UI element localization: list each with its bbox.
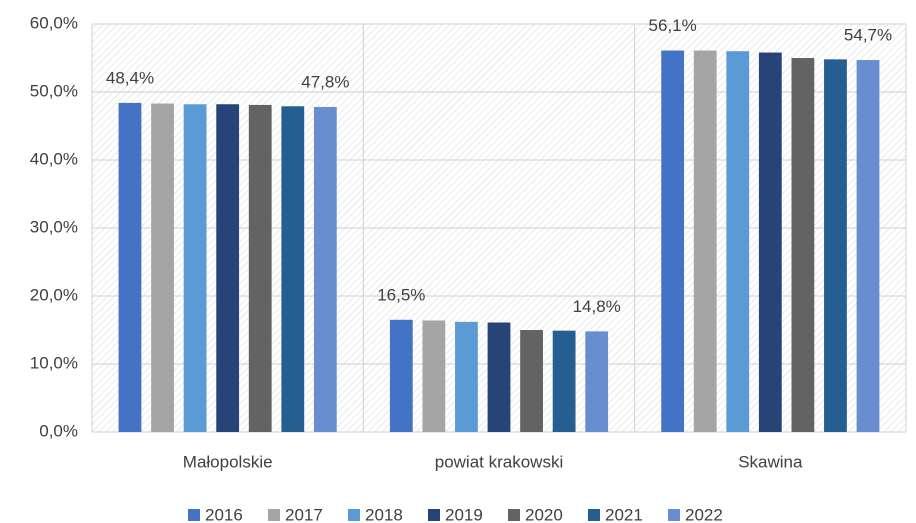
bar [661, 50, 685, 433]
legend-swatch [588, 509, 600, 521]
bar [118, 102, 142, 432]
legend-swatch [348, 509, 360, 521]
bar [758, 52, 782, 433]
x-tick-label: Małopolskie [183, 452, 273, 471]
legend-label: 2020 [525, 505, 563, 523]
legend-label: 2019 [445, 505, 483, 523]
bar [389, 319, 413, 432]
bar [552, 330, 576, 432]
y-tick-label: 50,0% [30, 81, 78, 100]
data-label: 14,8% [573, 297, 621, 316]
legend-label: 2022 [685, 505, 723, 523]
bar [183, 104, 207, 433]
data-label: 47,8% [301, 72, 349, 91]
bar [693, 50, 717, 433]
bar [248, 104, 272, 433]
bar [422, 320, 446, 432]
legend-swatch [428, 509, 440, 521]
legend-swatch [268, 509, 280, 521]
legend-label: 2021 [605, 505, 643, 523]
x-tick-label: powiat krakowski [435, 452, 564, 471]
y-tick-label: 0,0% [39, 421, 78, 440]
bar [824, 59, 847, 433]
bar [520, 330, 543, 432]
y-tick-label: 60,0% [30, 13, 78, 32]
bar [281, 106, 305, 432]
legend-label: 2018 [365, 505, 403, 523]
bar [585, 331, 609, 432]
bar [455, 321, 478, 432]
legend-swatch [668, 509, 680, 521]
bar [313, 106, 337, 433]
bar [151, 103, 174, 432]
bar [487, 322, 511, 432]
data-label: 54,7% [844, 26, 892, 45]
y-tick-label: 40,0% [30, 149, 78, 168]
y-tick-label: 10,0% [30, 353, 78, 372]
y-tick-label: 30,0% [30, 217, 78, 236]
legend-swatch [508, 509, 520, 521]
legend-swatch [188, 509, 200, 521]
y-tick-label: 20,0% [30, 285, 78, 304]
bar [856, 60, 880, 432]
bar [791, 58, 815, 432]
data-label: 48,4% [106, 68, 154, 87]
legend-label: 2017 [285, 505, 323, 523]
x-tick-label: Skawina [738, 452, 803, 471]
data-label: 16,5% [377, 285, 425, 304]
bar [726, 51, 750, 432]
data-label: 56,1% [649, 16, 697, 35]
bar [216, 104, 240, 433]
legend-label: 2016 [205, 505, 243, 523]
